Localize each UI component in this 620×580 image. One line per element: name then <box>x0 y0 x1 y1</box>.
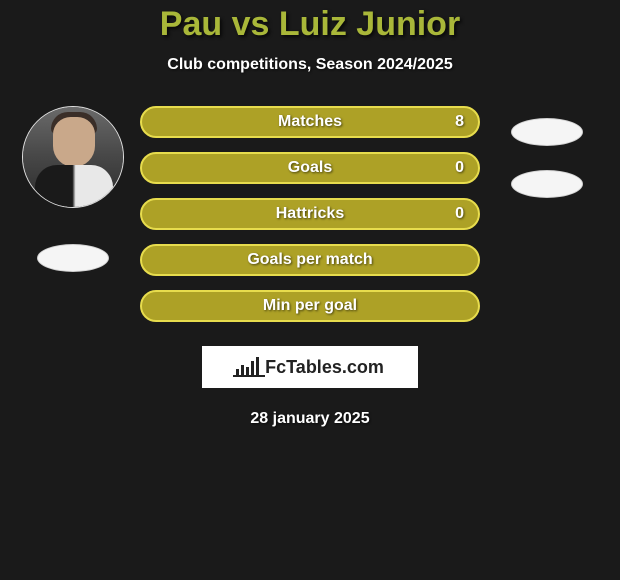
stat-label: Min per goal <box>263 297 357 315</box>
logo-text: FcTables.com <box>265 357 384 378</box>
stat-label: Goals <box>288 159 332 177</box>
comparison-widget: Pau vs Luiz Junior Club competitions, Se… <box>0 0 620 428</box>
player-right-flag-2 <box>511 170 583 198</box>
comparison-row: Matches 8 Goals 0 Hattricks 0 Goals per match M… <box>0 106 620 322</box>
stat-value-right: 8 <box>455 113 464 131</box>
fctables-logo[interactable]: FcTables.com <box>202 346 418 388</box>
player-left-flag <box>37 244 109 272</box>
player-left-avatar <box>22 106 124 208</box>
page-title: Pau vs Luiz Junior <box>160 5 460 44</box>
player-right-flag-1 <box>511 118 583 146</box>
player-right-column <box>492 106 602 198</box>
stats-column: Matches 8 Goals 0 Hattricks 0 Goals per match M… <box>140 106 480 322</box>
stat-value-right: 0 <box>455 159 464 177</box>
chart-icon <box>236 357 259 377</box>
date-label: 28 january 2025 <box>250 410 369 428</box>
stat-bar-matches: Matches 8 <box>140 106 480 138</box>
stat-label: Matches <box>278 113 342 131</box>
subtitle: Club competitions, Season 2024/2025 <box>167 56 452 74</box>
stat-value-right: 0 <box>455 205 464 223</box>
stat-bar-goals: Goals 0 <box>140 152 480 184</box>
stat-label: Hattricks <box>276 205 344 223</box>
stat-bar-hattricks: Hattricks 0 <box>140 198 480 230</box>
avatar-photo <box>23 107 123 207</box>
stat-label: Goals per match <box>247 251 372 269</box>
player-left-column <box>18 106 128 272</box>
stat-bar-goals-per-match: Goals per match <box>140 244 480 276</box>
stat-bar-min-per-goal: Min per goal <box>140 290 480 322</box>
